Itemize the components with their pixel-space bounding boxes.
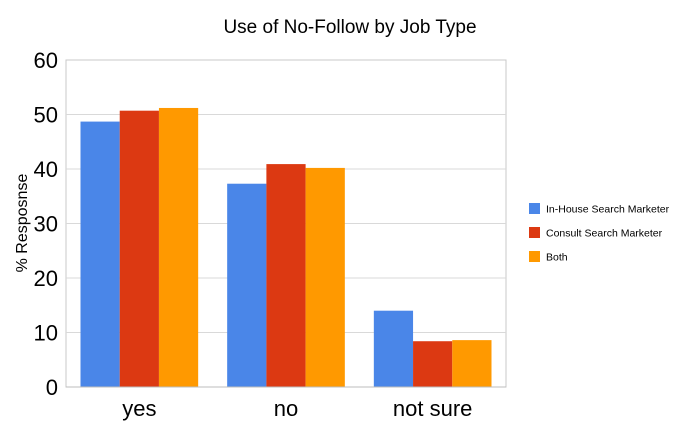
y-tick-label: 0 <box>46 375 58 400</box>
x-tick-label: no <box>274 396 298 421</box>
bar-both-yes <box>158 107 199 388</box>
y-axis-label: % Resposnse <box>14 174 31 273</box>
legend-label: Both <box>546 252 568 264</box>
y-tick-label: 50 <box>34 103 58 128</box>
bar-consult-search-marketer-no <box>266 164 306 387</box>
y-tick-label: 10 <box>34 321 58 346</box>
legend-swatch <box>529 227 540 238</box>
bar-both-no <box>305 167 345 387</box>
y-axis-ticks: 0 10 20 30 40 50 60 <box>34 48 58 400</box>
bar-in-house-search-marketer-not-sure <box>373 310 414 387</box>
legend-swatch <box>529 251 540 262</box>
bar-consult-search-marketer-yes <box>119 110 159 387</box>
y-tick-label: 20 <box>34 266 58 291</box>
legend: In-House Search Marketer Consult Search M… <box>529 203 670 264</box>
legend-label: In-House Search Marketer <box>546 204 670 216</box>
bars <box>80 107 492 388</box>
bar-in-house-search-marketer-yes <box>80 121 120 388</box>
bar-both-not-sure <box>452 340 492 387</box>
y-tick-label: 30 <box>34 212 58 237</box>
bar-in-house-search-marketer-no <box>227 183 267 387</box>
chart-title: Use of No-Follow by Job Type <box>223 17 476 38</box>
y-tick-label: 60 <box>34 48 58 73</box>
legend-label: Consult Search Marketer <box>546 228 663 240</box>
x-axis-ticks: yes no not sure <box>122 396 472 421</box>
legend-swatch <box>529 203 540 214</box>
bar-consult-search-marketer-not-sure <box>413 341 453 387</box>
y-tick-label: 40 <box>34 157 58 182</box>
x-tick-label: yes <box>122 396 156 421</box>
x-tick-label: not sure <box>393 396 473 421</box>
